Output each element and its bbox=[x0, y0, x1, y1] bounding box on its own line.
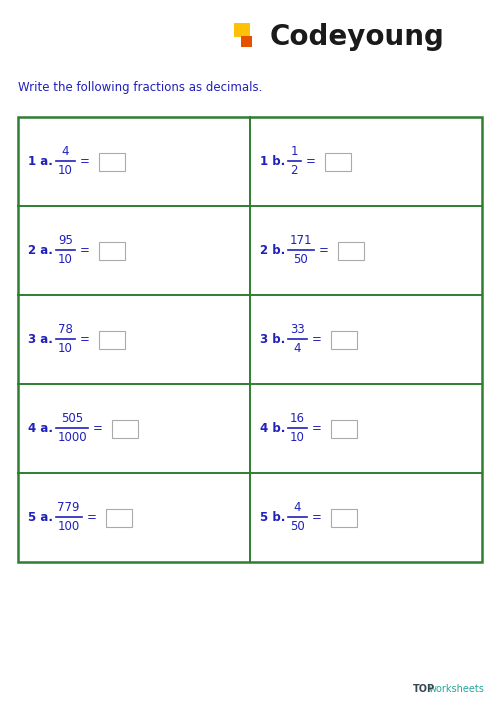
Text: 4 a.: 4 a. bbox=[28, 422, 53, 435]
FancyBboxPatch shape bbox=[241, 36, 252, 47]
Text: 4: 4 bbox=[294, 342, 301, 355]
Text: 2: 2 bbox=[290, 164, 298, 177]
Bar bbox=[112, 419, 138, 438]
Text: =: = bbox=[312, 422, 322, 435]
Text: 2 b.: 2 b. bbox=[260, 244, 285, 257]
FancyBboxPatch shape bbox=[234, 23, 250, 37]
Text: 4 b.: 4 b. bbox=[260, 422, 285, 435]
Text: 3 a.: 3 a. bbox=[28, 333, 53, 346]
Bar bbox=[324, 153, 350, 170]
Text: =: = bbox=[306, 155, 316, 168]
Text: =: = bbox=[80, 155, 90, 168]
Text: =: = bbox=[80, 333, 90, 346]
Text: 33: 33 bbox=[290, 323, 305, 336]
Text: 50: 50 bbox=[294, 253, 308, 266]
Text: Write the following fractions as decimals.: Write the following fractions as decimal… bbox=[18, 81, 262, 93]
Bar bbox=[331, 330, 357, 349]
Text: 171: 171 bbox=[290, 234, 312, 247]
Text: 78: 78 bbox=[58, 323, 73, 336]
Text: 3 b.: 3 b. bbox=[260, 333, 285, 346]
Text: 4: 4 bbox=[62, 145, 69, 158]
Text: 505: 505 bbox=[61, 412, 83, 425]
Text: 16: 16 bbox=[290, 412, 305, 425]
Text: TOP: TOP bbox=[413, 684, 435, 694]
Text: 4: 4 bbox=[294, 501, 301, 514]
Text: 779: 779 bbox=[58, 501, 80, 514]
Text: =: = bbox=[93, 422, 103, 435]
Text: 100: 100 bbox=[58, 520, 80, 533]
Text: 1 b.: 1 b. bbox=[260, 155, 285, 168]
Bar bbox=[99, 242, 125, 259]
Text: 5 a.: 5 a. bbox=[28, 511, 53, 524]
Text: =: = bbox=[80, 244, 90, 257]
Text: =: = bbox=[318, 244, 328, 257]
Text: worksheets: worksheets bbox=[428, 684, 484, 694]
Text: =: = bbox=[312, 333, 322, 346]
Text: =: = bbox=[86, 511, 97, 524]
Text: 50: 50 bbox=[290, 520, 305, 533]
Text: 95: 95 bbox=[58, 234, 73, 247]
Text: 10: 10 bbox=[58, 342, 73, 355]
Text: 10: 10 bbox=[58, 253, 73, 266]
Bar bbox=[18, 117, 482, 562]
Text: 2 a.: 2 a. bbox=[28, 244, 53, 257]
Bar bbox=[331, 419, 357, 438]
Bar bbox=[331, 508, 357, 527]
Bar bbox=[99, 330, 125, 349]
Text: =: = bbox=[312, 511, 322, 524]
Text: 10: 10 bbox=[58, 164, 73, 177]
Text: 10: 10 bbox=[290, 431, 305, 444]
Text: 1000: 1000 bbox=[57, 431, 87, 444]
Bar bbox=[338, 242, 363, 259]
Bar bbox=[106, 508, 132, 527]
Text: Codeyoung: Codeyoung bbox=[270, 23, 445, 51]
Text: 5 b.: 5 b. bbox=[260, 511, 285, 524]
Bar bbox=[99, 153, 125, 170]
Text: 1 a.: 1 a. bbox=[28, 155, 53, 168]
Text: 1: 1 bbox=[290, 145, 298, 158]
